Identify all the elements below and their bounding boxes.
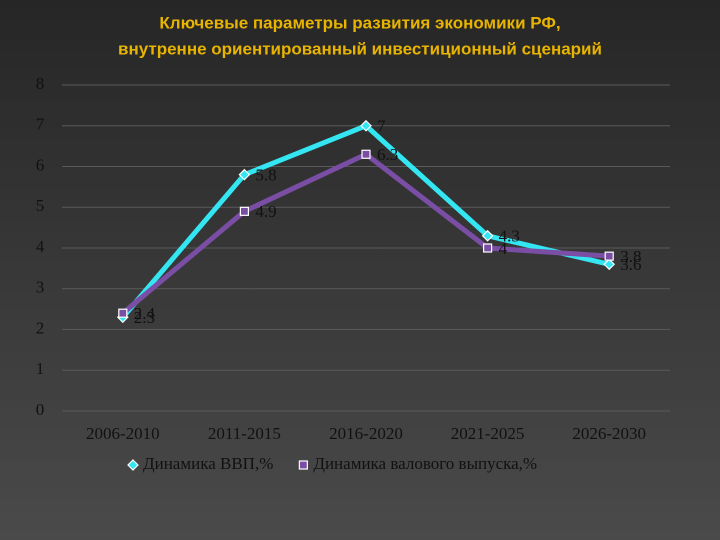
marker <box>481 229 494 242</box>
x-tick-label: 2026-2030 <box>572 424 646 443</box>
marker <box>483 243 493 253</box>
data-label: 3.8 <box>620 247 641 266</box>
marker <box>238 168 251 181</box>
data-label: 5.8 <box>255 166 276 185</box>
marker <box>298 460 308 470</box>
marker <box>360 119 372 132</box>
y-tick-label: 3 <box>36 278 45 297</box>
x-tick-label: 2011-2015 <box>208 424 281 443</box>
x-tick-label: 2021-2025 <box>451 424 525 443</box>
x-tick-label: 2006-2010 <box>86 424 160 443</box>
y-tick-label: 6 <box>36 155 45 174</box>
chart-title: внутренне ориентированный инвестиционный… <box>118 39 602 58</box>
x-tick-label: 2016-2020 <box>329 424 403 443</box>
marker <box>118 308 128 318</box>
marker <box>604 251 614 261</box>
data-label: 4.3 <box>499 227 520 246</box>
legend-label: Динамика ВВП,% <box>143 454 273 473</box>
chart-title: Ключевые параметры развития экономики РФ… <box>159 13 560 32</box>
data-label: 2.3 <box>134 308 155 327</box>
y-tick-label: 5 <box>36 196 45 215</box>
legend-label: Динамика валового выпуска,% <box>313 454 537 473</box>
data-label: 7 <box>377 117 386 136</box>
y-tick-label: 4 <box>36 237 45 256</box>
data-label: 2.4 <box>134 304 156 323</box>
data-label: 6.3 <box>377 145 398 164</box>
marker <box>127 459 139 471</box>
y-tick-label: 1 <box>36 359 45 378</box>
marker <box>603 258 616 271</box>
marker <box>239 206 249 216</box>
y-tick-label: 7 <box>36 115 45 134</box>
data-label: 4 <box>499 239 508 258</box>
marker <box>361 149 371 159</box>
y-tick-label: 2 <box>36 318 45 337</box>
y-tick-label: 8 <box>36 74 45 93</box>
data-label: 3.6 <box>620 255 641 274</box>
y-tick-label: 0 <box>36 400 45 419</box>
data-label: 4.9 <box>255 202 276 221</box>
